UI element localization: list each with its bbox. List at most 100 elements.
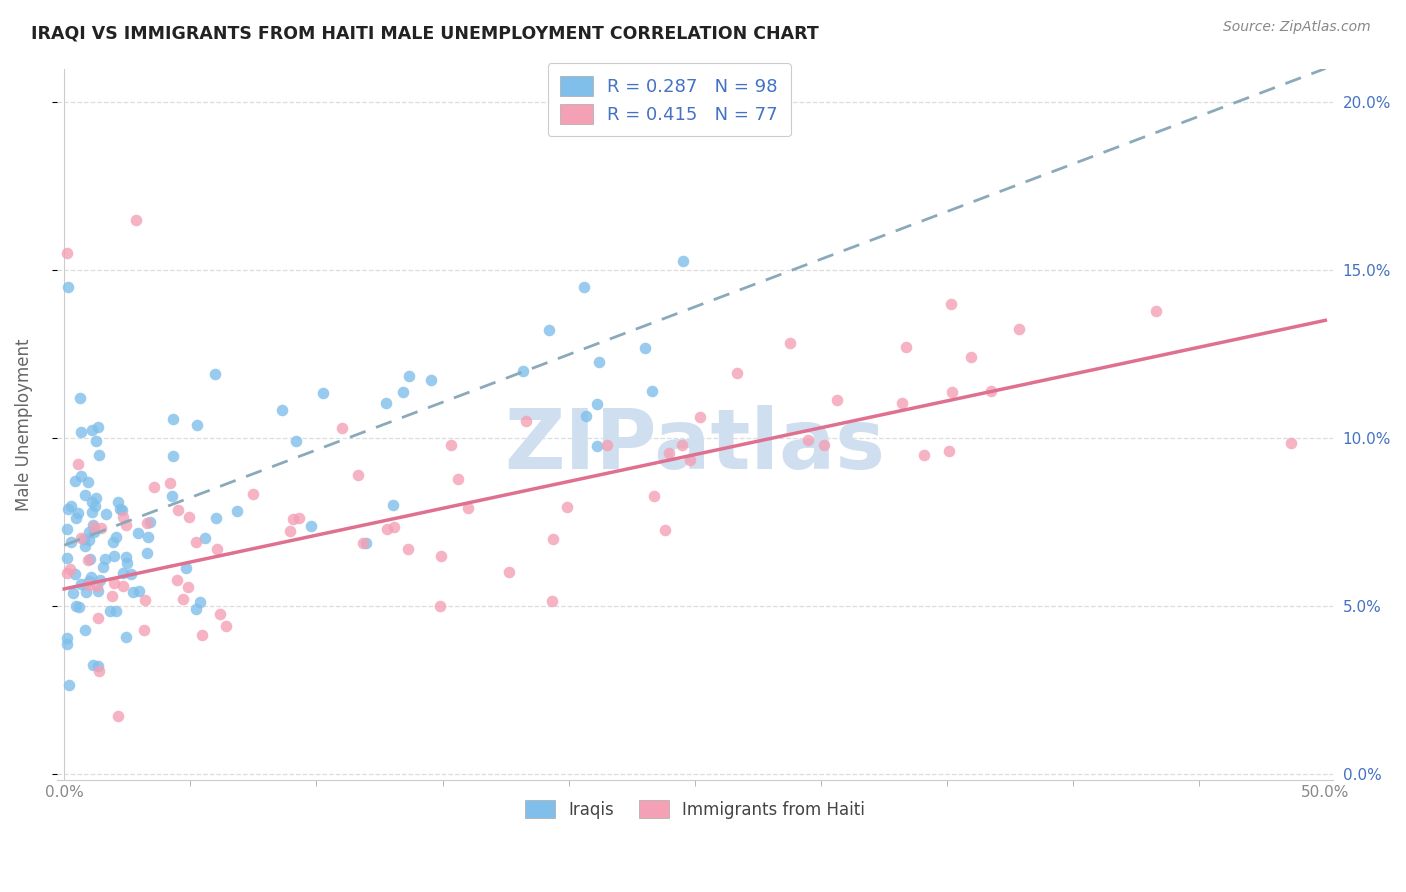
Point — [70, 468, 93, 483]
Point — [825, 392, 848, 407]
Point — [55, 637, 77, 651]
Point — [354, 536, 377, 550]
Point — [79, 524, 101, 539]
Point — [83, 525, 105, 540]
Point — [104, 530, 127, 544]
Point — [82, 423, 104, 437]
Point — [537, 323, 560, 337]
Point — [84, 491, 107, 506]
Point — [209, 607, 232, 621]
Point — [94, 551, 117, 566]
Point — [127, 525, 149, 540]
Point — [87, 658, 110, 673]
Point — [80, 505, 103, 519]
Point — [75, 488, 97, 502]
Point — [941, 385, 963, 400]
Point — [288, 511, 311, 525]
Point — [311, 386, 333, 401]
Point — [80, 495, 103, 509]
Point — [271, 402, 294, 417]
Point — [281, 511, 304, 525]
Point — [162, 412, 184, 426]
Point — [419, 372, 441, 386]
Point — [70, 531, 93, 545]
Point — [172, 591, 194, 606]
Point — [1008, 322, 1031, 336]
Point — [658, 446, 681, 460]
Point — [391, 384, 413, 399]
Point — [67, 599, 90, 614]
Point — [86, 579, 108, 593]
Point — [125, 212, 148, 227]
Point — [63, 567, 86, 582]
Point — [891, 396, 914, 410]
Point — [114, 518, 136, 533]
Point — [575, 409, 598, 423]
Point — [689, 409, 711, 424]
Point — [162, 450, 184, 464]
Point — [66, 457, 89, 471]
Point — [139, 516, 162, 530]
Point — [87, 583, 110, 598]
Point — [174, 561, 197, 575]
Point — [215, 619, 238, 633]
Point — [1146, 304, 1168, 318]
Point — [56, 246, 79, 260]
Point — [498, 565, 520, 579]
Point — [73, 532, 96, 546]
Point — [94, 507, 117, 521]
Point — [101, 535, 124, 549]
Point — [122, 584, 145, 599]
Point — [79, 551, 101, 566]
Point — [87, 611, 110, 625]
Point — [134, 593, 156, 607]
Point — [111, 509, 134, 524]
Point — [541, 594, 564, 608]
Point — [447, 472, 470, 486]
Point — [226, 504, 249, 518]
Point — [555, 500, 578, 514]
Point — [184, 534, 207, 549]
Point — [73, 539, 96, 553]
Point — [56, 502, 79, 516]
Point — [103, 576, 125, 591]
Point — [136, 530, 159, 544]
Point — [77, 574, 100, 588]
Point — [941, 296, 963, 310]
Point — [191, 628, 214, 642]
Point — [82, 657, 104, 672]
Point — [107, 709, 129, 723]
Point — [194, 532, 217, 546]
Point — [278, 524, 301, 539]
Point — [79, 578, 101, 592]
Point — [56, 279, 79, 293]
Point — [101, 589, 124, 603]
Point — [76, 552, 98, 566]
Point — [83, 499, 105, 513]
Point — [75, 585, 97, 599]
Text: ZIPatlas: ZIPatlas — [505, 405, 886, 486]
Point — [588, 355, 610, 369]
Point — [382, 519, 405, 533]
Point — [641, 384, 664, 399]
Point — [912, 448, 935, 462]
Point — [132, 623, 155, 637]
Point — [634, 341, 657, 355]
Point — [204, 368, 226, 382]
Point — [512, 364, 534, 378]
Point — [159, 476, 181, 491]
Point — [91, 560, 114, 574]
Point — [429, 549, 451, 563]
Point — [515, 413, 537, 427]
Point — [135, 516, 157, 530]
Point — [167, 503, 190, 517]
Point — [671, 438, 693, 452]
Point — [105, 604, 128, 618]
Point — [75, 624, 97, 638]
Point — [98, 604, 121, 618]
Point — [111, 566, 134, 581]
Point — [654, 523, 676, 537]
Text: IRAQI VS IMMIGRANTS FROM HAITI MALE UNEMPLOYMENT CORRELATION CHART: IRAQI VS IMMIGRANTS FROM HAITI MALE UNEM… — [31, 25, 818, 43]
Point — [70, 576, 93, 591]
Point — [65, 599, 87, 613]
